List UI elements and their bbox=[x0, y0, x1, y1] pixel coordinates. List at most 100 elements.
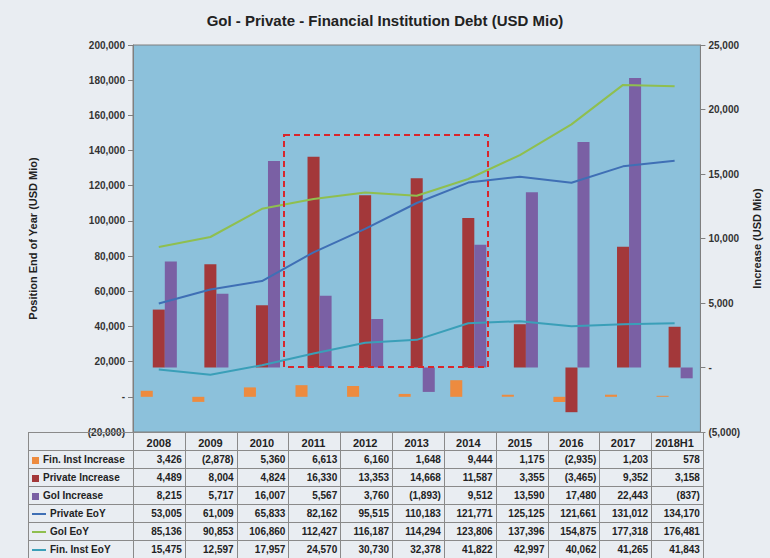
html-text:(3,465): (3,465) bbox=[564, 472, 597, 483]
html-text:13,590: 13,590 bbox=[513, 490, 545, 501]
svg-text:2016: 2016 bbox=[559, 437, 583, 449]
svg-text:40,000: 40,000 bbox=[94, 321, 125, 332]
svg-text:60,000: 60,000 bbox=[94, 286, 125, 297]
svg-text:GoI - Private - Financial Inst: GoI - Private - Financial Institution De… bbox=[207, 12, 564, 29]
html-text:1,203: 1,203 bbox=[623, 454, 649, 465]
html-text:(2,935): (2,935) bbox=[564, 454, 597, 465]
html-text:8,215: 8,215 bbox=[156, 490, 182, 501]
html-text:95,515: 95,515 bbox=[358, 508, 390, 519]
svg-text:180,000: 180,000 bbox=[89, 75, 126, 86]
html-text:121,771: 121,771 bbox=[456, 508, 493, 519]
svg-text:20,000: 20,000 bbox=[94, 356, 125, 367]
html-text:82,162: 82,162 bbox=[306, 508, 338, 519]
html-text:22,443: 22,443 bbox=[617, 490, 649, 501]
html-text:3,426: 3,426 bbox=[156, 454, 182, 465]
html-text:1,175: 1,175 bbox=[519, 454, 545, 465]
svg-text:2012: 2012 bbox=[353, 437, 377, 449]
html-text:Fin. Inst EoY: Fin. Inst EoY bbox=[50, 544, 111, 555]
svg-text:(5,000): (5,000) bbox=[708, 427, 740, 438]
svg-text:5,000: 5,000 bbox=[708, 298, 733, 309]
html-text:90,853: 90,853 bbox=[203, 526, 234, 537]
html-text:116,187: 116,187 bbox=[353, 526, 390, 537]
html-text:14,668: 14,668 bbox=[410, 472, 441, 483]
svg-text:2013: 2013 bbox=[404, 437, 428, 449]
svg-text:Position End of Year (USD Mio): Position End of Year (USD Mio) bbox=[27, 157, 39, 320]
html-text:16,330: 16,330 bbox=[306, 472, 338, 483]
svg-text:15,000: 15,000 bbox=[708, 169, 739, 180]
html-text:12,597: 12,597 bbox=[203, 544, 234, 555]
html-text:114,294: 114,294 bbox=[405, 526, 441, 537]
html-text:3,355: 3,355 bbox=[519, 472, 545, 483]
html-text:17,480: 17,480 bbox=[565, 490, 597, 501]
html-text:6,160: 6,160 bbox=[364, 454, 390, 465]
html-text:6,613: 6,613 bbox=[312, 454, 338, 465]
html-text:65,833: 65,833 bbox=[254, 508, 286, 519]
html-text:16,007: 16,007 bbox=[254, 490, 286, 501]
html-text:154,875: 154,875 bbox=[560, 526, 597, 537]
html-text:30,730: 30,730 bbox=[358, 544, 390, 555]
svg-text:10,000: 10,000 bbox=[708, 233, 739, 244]
html-text:11,587: 11,587 bbox=[462, 472, 493, 483]
svg-text:2009: 2009 bbox=[198, 437, 222, 449]
svg-text:160,000: 160,000 bbox=[89, 110, 126, 121]
svg-text:2010: 2010 bbox=[250, 437, 274, 449]
html-text:3,760: 3,760 bbox=[364, 490, 390, 501]
html-text:(2,878): (2,878) bbox=[201, 454, 234, 465]
svg-text:2011: 2011 bbox=[302, 437, 326, 449]
html-text:17,957: 17,957 bbox=[254, 544, 286, 555]
svg-text:2014: 2014 bbox=[456, 437, 481, 449]
html-text:121,661: 121,661 bbox=[560, 508, 597, 519]
html-text:13,353: 13,353 bbox=[358, 472, 390, 483]
html-text:GoI Increase: GoI Increase bbox=[43, 490, 103, 501]
html-text:123,806: 123,806 bbox=[456, 526, 493, 537]
html-text:110,183: 110,183 bbox=[405, 508, 441, 519]
html-text:(1,893): (1,893) bbox=[409, 490, 441, 501]
svg-text:2018H1: 2018H1 bbox=[655, 437, 694, 449]
html-text:53,005: 53,005 bbox=[151, 508, 182, 519]
html-text:578: 578 bbox=[683, 454, 700, 465]
svg-text:2017: 2017 bbox=[611, 437, 635, 449]
html-text:176,481: 176,481 bbox=[663, 526, 700, 537]
svg-text:-: - bbox=[708, 362, 711, 373]
html-text:5,717: 5,717 bbox=[208, 490, 234, 501]
html-text:137,396: 137,396 bbox=[508, 526, 545, 537]
html-text:106,860: 106,860 bbox=[249, 526, 286, 537]
svg-text:20,000: 20,000 bbox=[708, 104, 739, 115]
svg-text:100,000: 100,000 bbox=[89, 215, 126, 226]
html-text:3,158: 3,158 bbox=[674, 472, 700, 483]
html-text:131,012: 131,012 bbox=[612, 508, 649, 519]
html-text:(837): (837) bbox=[676, 490, 700, 501]
html-text:8,004: 8,004 bbox=[208, 472, 234, 483]
svg-text:25,000: 25,000 bbox=[708, 40, 739, 51]
html-text:9,444: 9,444 bbox=[467, 454, 493, 465]
svg-text:2008: 2008 bbox=[147, 437, 171, 449]
html-text:4,489: 4,489 bbox=[156, 472, 182, 483]
html-text:177,318: 177,318 bbox=[612, 526, 649, 537]
html-text:Private Increase: Private Increase bbox=[43, 472, 120, 483]
html-text:32,378: 32,378 bbox=[410, 544, 441, 555]
svg-text:2015: 2015 bbox=[508, 437, 532, 449]
html-text:5,360: 5,360 bbox=[260, 454, 286, 465]
html-text:61,009: 61,009 bbox=[203, 508, 234, 519]
html-text:24,570: 24,570 bbox=[306, 544, 338, 555]
html-text:9,512: 9,512 bbox=[467, 490, 493, 501]
html-text:1,648: 1,648 bbox=[415, 454, 441, 465]
html-text:GoI EoY: GoI EoY bbox=[50, 526, 89, 537]
html-text:85,136: 85,136 bbox=[151, 526, 182, 537]
html-text:125,125: 125,125 bbox=[508, 508, 545, 519]
svg-text:200,000: 200,000 bbox=[89, 40, 126, 51]
html-text:4,824: 4,824 bbox=[260, 472, 286, 483]
svg-text:-: - bbox=[122, 391, 125, 402]
html-text:15,475: 15,475 bbox=[151, 544, 182, 555]
html-text:9,352: 9,352 bbox=[623, 472, 649, 483]
html-text:Private EoY: Private EoY bbox=[50, 508, 106, 519]
svg-text:80,000: 80,000 bbox=[94, 251, 125, 262]
html-text:112,427: 112,427 bbox=[301, 526, 338, 537]
html-text:5,567: 5,567 bbox=[312, 490, 338, 501]
svg-text:140,000: 140,000 bbox=[89, 145, 126, 156]
html-text:134,170: 134,170 bbox=[663, 508, 700, 519]
svg-text:Increase (USD Mio): Increase (USD Mio) bbox=[751, 188, 763, 289]
html-text:Fin. Inst Increase: Fin. Inst Increase bbox=[43, 454, 125, 465]
svg-text:(20,000): (20,000) bbox=[88, 427, 125, 438]
svg-text:120,000: 120,000 bbox=[89, 180, 126, 191]
